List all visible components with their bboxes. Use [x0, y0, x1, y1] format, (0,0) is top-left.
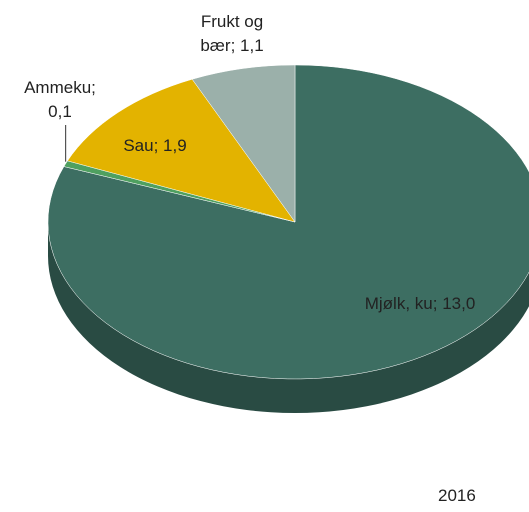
pie-slice: [191, 64, 296, 223]
slice-label: Mjølk, ku; 13,0: [360, 292, 480, 316]
pie-slice: [67, 78, 296, 223]
separator: ;: [432, 294, 438, 313]
slice-value: 1,9: [163, 136, 187, 155]
slice-value: 13,0: [442, 294, 476, 313]
slice-name: Sau: [123, 136, 154, 155]
slice-value: 1,1: [240, 36, 264, 55]
slice-name: Mjølk, ku: [364, 294, 433, 313]
separator: ;: [230, 36, 236, 55]
annotation: 2016: [438, 486, 476, 505]
slice-label: Sau; 1,9: [95, 134, 215, 158]
pie-side: [48, 222, 529, 413]
slice-label: Frukt og bær; 1,1: [187, 10, 277, 58]
slice-name: Frukt og bær: [200, 12, 264, 55]
slice-name: Ammeku: [24, 78, 92, 97]
slice-label: Ammeku; 0,1: [10, 76, 110, 124]
slice-value: 0,1: [48, 102, 72, 121]
separator: ;: [153, 136, 159, 155]
separator: ;: [91, 78, 96, 97]
pie-slice: [47, 64, 529, 380]
